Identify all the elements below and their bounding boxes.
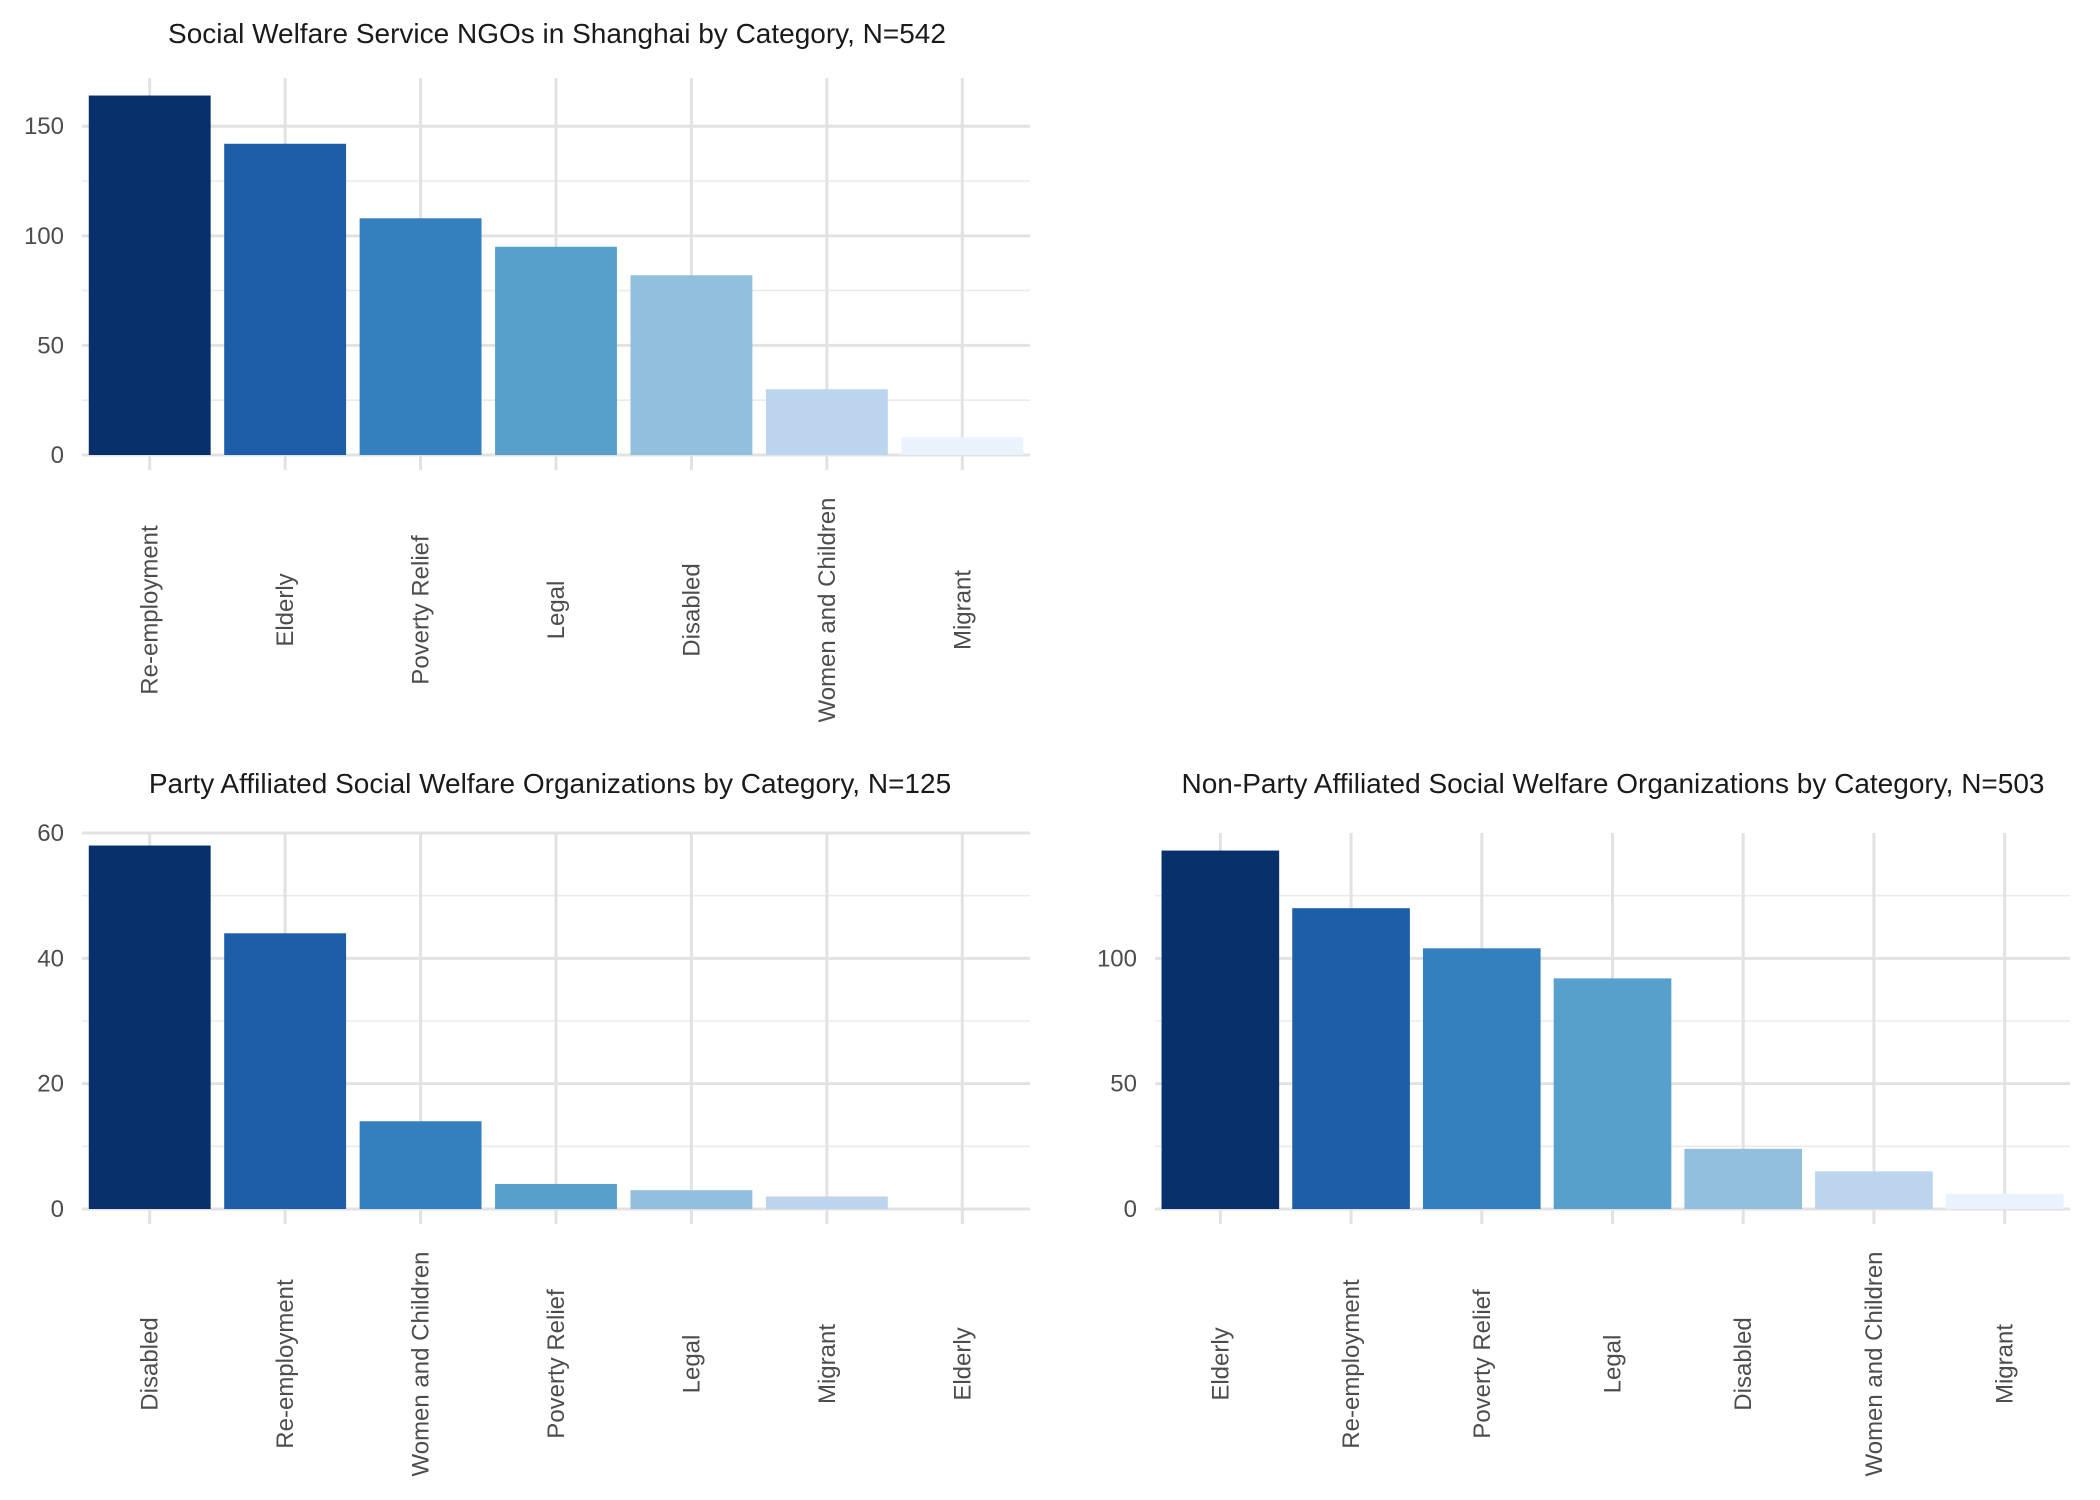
bar-chart-all-ngos: 0 50 100 150 Re-employment Elderly Poverty Rel… [24, 78, 1030, 723]
chart-panel-non-party-affiliated: Non-Party Affiliated Social Welfare Orga… [1050, 750, 2100, 1500]
bar [1553, 978, 1672, 1209]
x-tick-label: Elderly [949, 1327, 976, 1400]
bar [495, 246, 617, 455]
y-tick-label: 0 [51, 442, 64, 469]
y-tick-label: 100 [1097, 945, 1137, 972]
bar [359, 1121, 482, 1209]
x-tick-label: Migrant [814, 1324, 841, 1404]
y-tick-label: 50 [1110, 1071, 1137, 1098]
chart-title: Social Welfare Service NGOs in Shanghai … [168, 18, 946, 49]
y-tick-label: 20 [37, 1071, 64, 1098]
x-tick-label: Disabled [1730, 1317, 1757, 1410]
chart-panel-all-ngos: Social Welfare Service NGOs in Shanghai … [0, 0, 1050, 750]
chart-title: Party Affiliated Social Welfare Organiza… [148, 768, 952, 799]
x-tick-label: Poverty Relief [408, 535, 435, 685]
x-tick-label: Re-employment [137, 525, 164, 695]
bars [88, 845, 888, 1209]
chart-title: Non-Party Affiliated Social Welfare Orga… [1181, 768, 2045, 799]
x-tick-label: Disabled [137, 1317, 164, 1410]
bar [1815, 1171, 1933, 1209]
bar [88, 95, 211, 455]
bars [1161, 850, 2064, 1209]
chart-panel-party-affiliated: Party Affiliated Social Welfare Organiza… [0, 750, 1050, 1500]
y-tick-label: 50 [37, 332, 64, 359]
bar [1292, 908, 1410, 1209]
bar [1422, 948, 1541, 1209]
bar [1945, 1193, 2064, 1209]
x-tick-label: Migrant [949, 570, 976, 650]
x-tick-label: Legal [678, 1335, 705, 1394]
bar-chart-party-affiliated: 0 20 40 60 Disabled Re-employment Women and Ch… [37, 820, 1030, 1477]
x-tick-label: Women and Children [1861, 1251, 1888, 1476]
y-axis: 0 50 100 150 [24, 113, 64, 469]
x-axis: Re-employment Elderly Poverty Relief Legal D… [137, 455, 976, 723]
bar [630, 1190, 753, 1209]
y-tick-label: 100 [24, 223, 64, 250]
bar [359, 218, 482, 455]
x-tick-label: Elderly [272, 573, 299, 646]
x-tick-label: Migrant [1992, 1324, 2019, 1404]
bar [224, 933, 347, 1209]
x-tick-label: Disabled [678, 563, 705, 656]
y-tick-label: 150 [24, 113, 64, 140]
bar [765, 1196, 888, 1209]
x-tick-label: Re-employment [1338, 1279, 1365, 1449]
x-tick-label: Women and Children [814, 497, 841, 722]
x-tick-label: Women and Children [408, 1251, 435, 1476]
x-tick-label: Legal [1600, 1335, 1627, 1394]
bar-chart-non-party-affiliated: 0 50 100 Elderly Re-employment Poverty Relief… [1097, 833, 2070, 1477]
x-axis: Disabled Re-employment Women and Children P… [137, 1209, 976, 1477]
x-tick-label: Legal [543, 581, 570, 640]
bars [88, 95, 1024, 456]
bar [1684, 1148, 1803, 1209]
x-axis: Elderly Re-employment Poverty Relief Legal D… [1207, 1209, 2019, 1477]
bar [1161, 850, 1280, 1209]
x-tick-label: Poverty Relief [543, 1289, 570, 1439]
x-tick-label: Elderly [1207, 1327, 1234, 1400]
bar [765, 389, 888, 455]
x-tick-label: Re-employment [272, 1279, 299, 1449]
y-tick-label: 40 [37, 945, 64, 972]
bar [630, 275, 753, 455]
bar [88, 845, 211, 1209]
y-tick-label: 0 [1124, 1196, 1137, 1223]
bar [901, 437, 1024, 455]
y-axis: 0 20 40 60 [37, 820, 64, 1223]
bar [495, 1183, 617, 1209]
x-tick-label: Poverty Relief [1469, 1289, 1496, 1439]
y-tick-label: 0 [51, 1196, 64, 1223]
y-tick-label: 60 [37, 820, 64, 847]
y-axis: 0 50 100 [1097, 945, 1137, 1223]
bar [224, 143, 347, 456]
